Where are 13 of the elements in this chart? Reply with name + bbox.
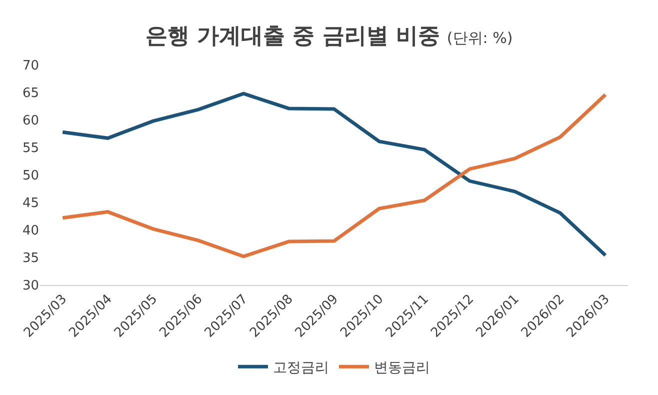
chart-subtitle: (단위: %) <box>446 29 513 48</box>
y-tick-label: 35 <box>22 251 39 266</box>
y-tick-label: 55 <box>22 141 39 156</box>
y-tick-label: 60 <box>22 114 39 129</box>
y-tick-label: 70 <box>22 58 39 74</box>
legend-label: 변동금리 <box>374 360 430 376</box>
y-tick-label: 40 <box>22 224 39 239</box>
legend-label: 고정금리 <box>273 360 329 376</box>
chart-title: 은행 가계대출 중 금리별 비중 <box>145 24 440 50</box>
y-tick-label: 50 <box>22 168 39 184</box>
y-tick-label: 65 <box>22 86 39 102</box>
y-tick-label: 45 <box>22 196 39 212</box>
y-tick-label: 30 <box>22 278 39 294</box>
